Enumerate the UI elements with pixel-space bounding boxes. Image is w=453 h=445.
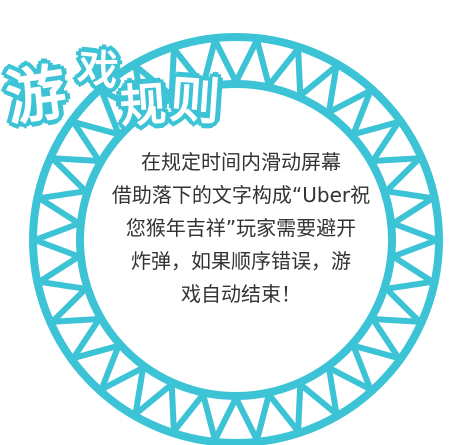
ring-strut: [233, 37, 260, 85]
ring-strut: [98, 342, 122, 393]
ring-strut: [325, 364, 340, 418]
ring-strut: [170, 391, 207, 435]
ring-strut: [36, 278, 89, 292]
ring-strut: [295, 45, 304, 99]
ring-strut: [295, 381, 304, 435]
ring-strut: [70, 316, 103, 362]
ring-strut: [98, 87, 147, 116]
ring-strut: [369, 118, 402, 164]
title-char-1: 游: [0, 55, 73, 138]
title-char-4: 则: [166, 68, 225, 134]
ring-strut: [390, 195, 436, 227]
ring-strut: [265, 391, 302, 435]
ring-strut: [212, 37, 239, 85]
ring-strut: [325, 364, 374, 393]
ring-strut: [350, 87, 374, 138]
ring-strut: [325, 87, 374, 116]
game-rules-title: 游 戏 规 则: [0, 43, 260, 154]
ring-strut: [32, 220, 82, 243]
ring-strut: [168, 45, 177, 99]
rules-line-1: 在规定时间内滑动屏幕: [141, 150, 341, 174]
ring-strut: [233, 395, 260, 443]
ring-strut: [132, 381, 175, 418]
rules-line-2: 借助落下的文字构成“Uber祝: [111, 183, 371, 207]
ring-strut: [383, 278, 436, 292]
ring-strut: [390, 220, 440, 243]
ring-strut: [369, 316, 402, 362]
ring-strut: [297, 381, 340, 418]
ring-strut: [132, 62, 175, 99]
ring-strut: [369, 155, 423, 164]
rules-line-4: 炸弹，如果顺序错误，游: [131, 249, 351, 273]
ring-strut: [132, 62, 147, 116]
ring-outer-circle: [29, 33, 443, 445]
ring-strut: [132, 364, 147, 418]
ring-strut: [32, 237, 82, 260]
ring-strut: [49, 155, 103, 164]
rules-line-5: 戏自动结束！: [181, 282, 301, 306]
ring-strut: [98, 364, 147, 393]
ring-strut: [49, 155, 89, 195]
ring-strut: [350, 342, 402, 362]
ring-strut: [297, 62, 340, 99]
ring-strut: [390, 253, 436, 285]
ring-strut: [265, 45, 302, 89]
ring-strut: [383, 155, 423, 195]
ring-strut: [200, 37, 218, 89]
title-char-3: 规: [116, 74, 171, 136]
ring-strut: [325, 62, 340, 116]
ring-strut: [49, 285, 89, 325]
ring-strut: [383, 285, 423, 325]
ring-strut: [36, 188, 89, 202]
ring-strut: [390, 237, 440, 260]
ring-strut: [254, 391, 272, 443]
ring-strut: [49, 316, 103, 325]
ring-strut: [369, 316, 423, 325]
rules-line-3: 您猴年吉祥”玩家需要避开: [125, 216, 357, 240]
ring-strut: [168, 381, 177, 435]
ring-strut: [350, 342, 374, 393]
ring-strut: [212, 395, 239, 443]
ring-strut: [254, 37, 272, 89]
game-rules-text: 在规定时间内滑动屏幕 借助落下的文字构成“Uber祝 您猴年吉祥”玩家需要避开 …: [96, 146, 386, 336]
ring-strut: [70, 342, 122, 362]
ring-strut: [383, 188, 436, 202]
ring-inner-circle: [76, 80, 396, 400]
ring-strut: [98, 87, 122, 138]
ring-strut: [70, 118, 103, 164]
title-char-2: 戏: [73, 43, 123, 98]
ring-strut: [170, 45, 207, 89]
ring-strut: [200, 391, 218, 443]
ring-strut: [36, 195, 82, 227]
ring-strut: [70, 118, 122, 138]
ring-strut: [350, 118, 402, 138]
ring-strut: [36, 253, 82, 285]
ring-lattice: [32, 37, 440, 443]
